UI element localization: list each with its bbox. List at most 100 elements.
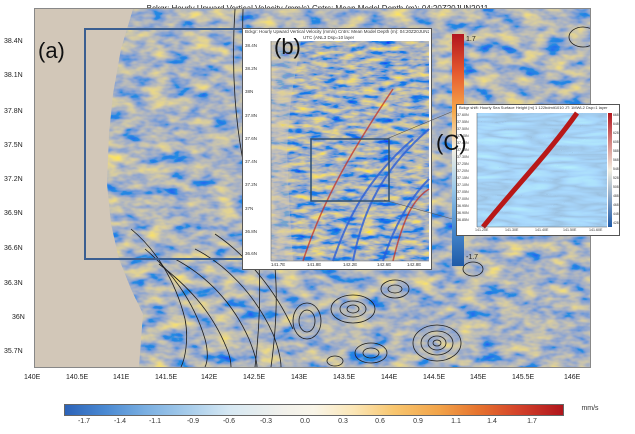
- colorbar-tick: -1.1: [148, 418, 162, 425]
- inset-b-lon: 141.7E: [271, 262, 286, 267]
- lon-label: 141E: [113, 374, 130, 381]
- lon-label: 142E: [201, 374, 218, 381]
- colorbar-tick: 0.6: [375, 418, 385, 425]
- inset-b-lat: 37.2N: [245, 182, 258, 187]
- inset-c-lat: 37.15N: [457, 176, 469, 180]
- inset-c-lon: 141.50E: [563, 228, 577, 232]
- colorbar-tick: -0.9: [186, 418, 200, 425]
- colorbar-tick: 0.9: [413, 418, 423, 425]
- lon-label: 140E: [24, 374, 41, 381]
- inset-c-cb-bottom: -1.7: [466, 254, 479, 261]
- colorbar-tick: -1.7: [77, 418, 91, 425]
- inset-c-scale: 608: [613, 140, 619, 144]
- inset-c-scale: 508: [613, 185, 619, 189]
- inset-b-lat: 36.6N: [245, 251, 258, 256]
- inset-c-lon: 141.40E: [535, 228, 549, 232]
- lon-label: 144E: [381, 374, 398, 381]
- inset-c-scale: 648: [613, 122, 619, 126]
- inset-c-lat: 36.95N: [457, 204, 469, 208]
- inset-b-lon: 142.6E: [377, 262, 392, 267]
- lat-label: 36N: [12, 314, 25, 321]
- inset-b-lat: 38N: [245, 89, 254, 94]
- inset-b-lon: 142.2E: [343, 262, 358, 267]
- inset-b-title: Bckgr: Hourly Upward Vertical Velocity (…: [245, 29, 429, 34]
- lat-label: 38.4N: [4, 38, 23, 45]
- inset-b-lat: 38.4N: [245, 43, 258, 48]
- lon-label: 143.5E: [333, 374, 356, 381]
- lon-label: 142.5E: [243, 374, 266, 381]
- lon-label: 145E: [470, 374, 487, 381]
- inset-c-canvas: [457, 105, 619, 235]
- inset-c: Bckgr shift: Hourly Sea Surface Height […: [456, 104, 620, 236]
- inset-b-lat: 37.8N: [245, 113, 258, 118]
- inset-c-lat: 37.20N: [457, 169, 469, 173]
- colorbar-tick: -1.4: [113, 418, 127, 425]
- land-mass: [35, 9, 143, 367]
- inset-c-lat: 36.90N: [457, 211, 469, 215]
- inset-c-scale: 428: [613, 221, 619, 225]
- inset-b-lat: 36.8N: [245, 229, 258, 234]
- lat-label: 36.3N: [4, 280, 23, 287]
- inset-c-scale: 528: [613, 176, 619, 180]
- inset-b-lat: 38.2N: [245, 66, 258, 71]
- inset-b-lat: 37N: [245, 206, 254, 211]
- main-colorbar: [64, 404, 564, 416]
- lon-label: 141.5E: [155, 374, 178, 381]
- front-line: [481, 111, 580, 229]
- inset-c-lat: 37.50N: [457, 127, 469, 131]
- panel-label-b: (b): [274, 34, 301, 59]
- inset-c-lat: 37.25N: [457, 162, 469, 166]
- lat-label: 37.5N: [4, 142, 23, 149]
- inset-b-canvas: [243, 29, 431, 269]
- inset-c-lat: 37.55N: [457, 120, 469, 124]
- inset-b-lon: 141.8E: [307, 262, 322, 267]
- inset-c-lon: 141.60E: [589, 228, 603, 232]
- panel-label-a: (a): [38, 38, 65, 63]
- inset-c-scale: 448: [613, 212, 619, 216]
- inset-c-lat: 37.05N: [457, 190, 469, 194]
- colorbar-units: mm/s: [581, 405, 599, 412]
- colorbar-tick: 1.1: [451, 418, 461, 425]
- colorbar-tick: 0.0: [300, 418, 310, 425]
- zoom-connector: [383, 109, 457, 221]
- inset-c-lon: 141.30E: [505, 228, 519, 232]
- inset-c-scale: 668: [613, 113, 619, 117]
- colorbar-tick: 1.4: [487, 418, 497, 425]
- inset-c-lon: 141.20E: [475, 228, 489, 232]
- inset-c-lat: 37.45N: [457, 134, 469, 138]
- lon-label: 143E: [291, 374, 308, 381]
- lat-label: 36.9N: [4, 210, 23, 217]
- inset-c-lat: 37.30N: [457, 155, 469, 159]
- colorbar-tick: -0.3: [259, 418, 273, 425]
- panel-label-c: (C): [436, 130, 467, 155]
- lat-label: 38.1N: [4, 72, 23, 79]
- inset-c-lat: 36.85N: [457, 218, 469, 222]
- lon-label: 145.5E: [512, 374, 535, 381]
- inset-c-lat: 37.10N: [457, 183, 469, 187]
- inset-c-scale: 468: [613, 203, 619, 207]
- lon-label: 144.5E: [423, 374, 446, 381]
- colorbar-tick: 1.7: [527, 418, 537, 425]
- inset-c-title: Bckgr shift: Hourly Sea Surface Height […: [459, 105, 608, 110]
- colorbar-tick: -0.6: [222, 418, 236, 425]
- inset-c-scale: 588: [613, 149, 619, 153]
- lon-label: 146E: [564, 374, 581, 381]
- inset-c-cb-top: 1.7: [466, 36, 476, 43]
- lat-label: 35.7N: [4, 348, 23, 355]
- inset-b-zoom-frame: [310, 138, 390, 202]
- inset-b-lat: 37.4N: [245, 159, 258, 164]
- lon-label: 140.5E: [66, 374, 89, 381]
- lat-label: 37.2N: [4, 176, 23, 183]
- inset-b-lat: 37.6N: [245, 136, 258, 141]
- inset-c-lat: 37.00N: [457, 197, 469, 201]
- inset-b-subtitle: UTC (ANL3 Dsp=10 layer: [303, 35, 355, 40]
- inset-c-lat: 37.35N: [457, 148, 469, 152]
- inset-c-scale: 548: [613, 167, 619, 171]
- lat-label: 36.6N: [4, 245, 23, 252]
- inset-b: Bckgr: Hourly Upward Vertical Velocity (…: [242, 28, 432, 270]
- inset-c-lat: 37.40N: [457, 141, 469, 145]
- inset-c-lat: 37.60N: [457, 113, 469, 117]
- colorbar-tick: 0.3: [338, 418, 348, 425]
- inset-b-lon: 142.8E: [407, 262, 422, 267]
- inset-c-scale: 488: [613, 194, 619, 198]
